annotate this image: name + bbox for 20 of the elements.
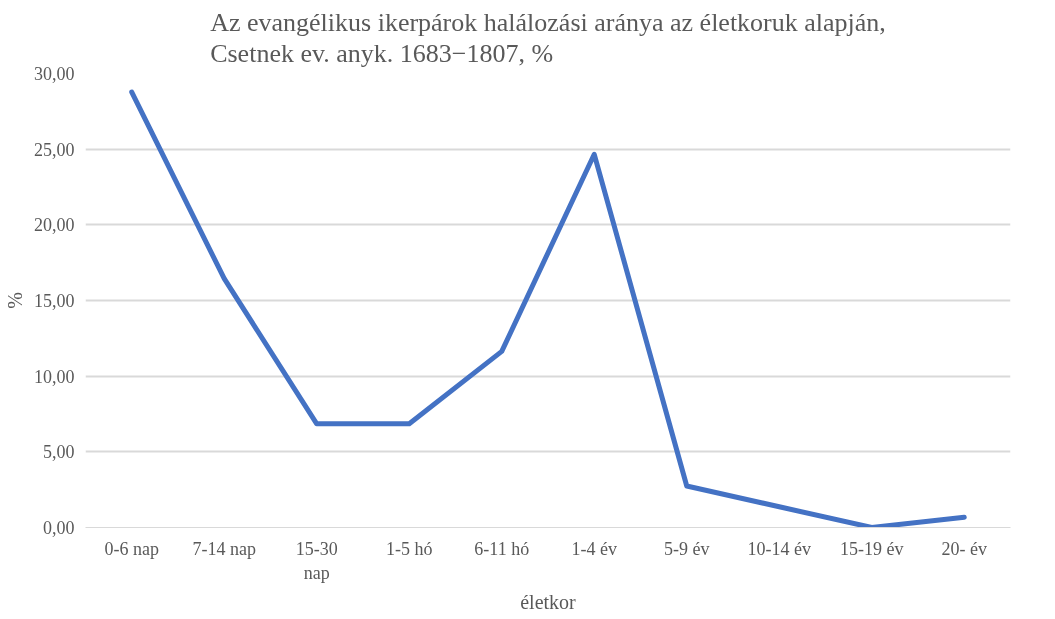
x-tick-label: 1-4 év [571,538,617,559]
x-tick-label: 7-14 nap [192,538,256,559]
y-tick-label: 5,00 [43,442,75,463]
x-tick-label: 1-5 hó [386,538,433,559]
y-tick-label: 10,00 [34,366,75,387]
y-tick-label: 25,00 [34,139,75,160]
y-tick-label: 20,00 [34,215,75,236]
chart-title: Az evangélikus ikerpárok halálozási aránya az életkoruk alapján, Csetnek ev. anyk. 1683−1807, % [210,7,886,69]
x-tick-label: 6-11 hó [474,538,530,559]
x-tick-label: 5-9 év [664,538,710,559]
x-tick-label: 20- év [941,538,987,559]
x-axis-title: életkor [520,590,577,613]
x-tick-label: 15-30 nap [295,538,338,583]
y-axis-title: % [4,292,26,309]
y-tick-label: 0,00 [43,518,75,538]
x-tick-label: 0-6 nap [104,538,159,559]
y-tick-label: 15,00 [34,291,75,311]
y-tick-label: 30,00 [34,64,75,84]
x-tick-label: 15-19 év [840,538,904,559]
x-tick-label: 10-14 év [747,538,811,559]
